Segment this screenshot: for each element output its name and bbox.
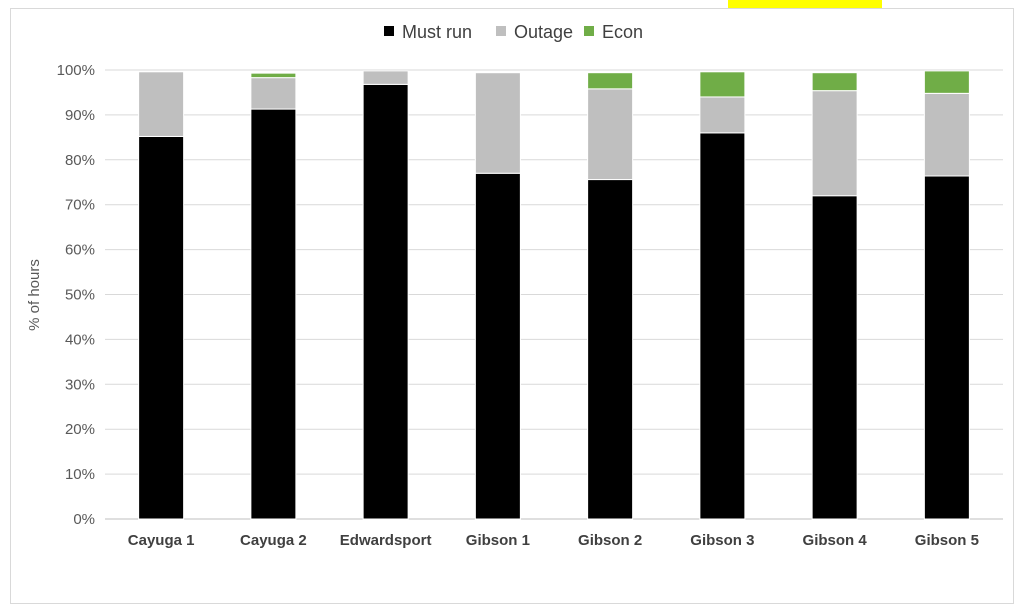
x-tick-label: Gibson 1 [466, 532, 530, 549]
bar-segment-outage [923, 92, 970, 177]
bar-segment-must-run [474, 172, 521, 520]
y-tick-label: 40% [65, 331, 95, 348]
y-tick-label: 10% [65, 466, 95, 483]
bar-segment-econ [587, 72, 634, 90]
bar-segment-outage [362, 70, 409, 85]
bar-segment-must-run [811, 195, 858, 520]
bar-segment-must-run [587, 179, 634, 520]
legend-item: Econ [584, 22, 643, 42]
legend: Must run Outage Econ [384, 22, 643, 42]
y-tick-label: 80% [65, 152, 95, 169]
bar-segment-outage [250, 77, 297, 110]
stacked-bar-chart: Must run Outage Econ % of hours 0% 10% 20% 30… [26, 22, 1003, 549]
bar-segment-outage [138, 71, 185, 137]
y-tick-label: 20% [65, 421, 95, 438]
x-tick-label: Edwardsport [340, 532, 432, 549]
bar-segment-must-run [250, 108, 297, 520]
legend-swatch [496, 26, 506, 36]
legend-label: Econ [602, 22, 643, 42]
bar-segment-outage [699, 96, 746, 134]
x-tick-label: Gibson 5 [915, 532, 979, 549]
y-tick-label: 60% [65, 242, 95, 259]
y-tick-label: 50% [65, 287, 95, 304]
y-axis-ticks: 0% 10% 20% 30% 40% 50% 60% 70% 80% 90% 100% [57, 62, 95, 528]
y-tick-label: 70% [65, 197, 95, 214]
legend-label: Must run [402, 22, 472, 42]
legend-label: Outage [514, 22, 573, 42]
y-tick-label: 0% [73, 511, 95, 528]
x-tick-label: Gibson 3 [690, 532, 754, 549]
caption-highlight [728, 0, 882, 10]
bar-segment-econ [250, 72, 297, 79]
bar-segment-must-run [138, 135, 185, 520]
bar-segment-outage [587, 88, 634, 181]
x-tick-label: Cayuga 1 [128, 532, 195, 549]
bar-segment-outage [474, 72, 521, 174]
x-axis-ticks: Cayuga 1 Cayuga 2 Edwardsport Gibson 1 Gibso… [128, 532, 979, 549]
bar-segment-must-run [699, 132, 746, 520]
y-tick-label: 90% [65, 107, 95, 124]
y-tick-label: 30% [65, 376, 95, 393]
x-tick-label: Gibson 2 [578, 532, 642, 549]
bar-segment-econ [699, 71, 746, 98]
legend-swatch [384, 26, 394, 36]
bar-segment-outage [811, 90, 858, 197]
bar-segment-econ [811, 72, 858, 92]
bar-segment-must-run [362, 83, 409, 520]
x-tick-label: Cayuga 2 [240, 532, 307, 549]
bars [138, 70, 970, 520]
bar-segment-econ [923, 70, 970, 94]
gridlines [105, 69, 1003, 520]
y-axis-title: % of hours [26, 259, 43, 331]
legend-item: Must run [384, 22, 472, 42]
legend-swatch [584, 26, 594, 36]
bar-segment-must-run [923, 175, 970, 520]
y-tick-label: 100% [57, 62, 95, 79]
chart-frame: Must run Outage Econ % of hours 0% 10% 20% 30… [10, 8, 1014, 604]
x-tick-label: Gibson 4 [803, 532, 868, 549]
legend-item: Outage [496, 22, 573, 42]
